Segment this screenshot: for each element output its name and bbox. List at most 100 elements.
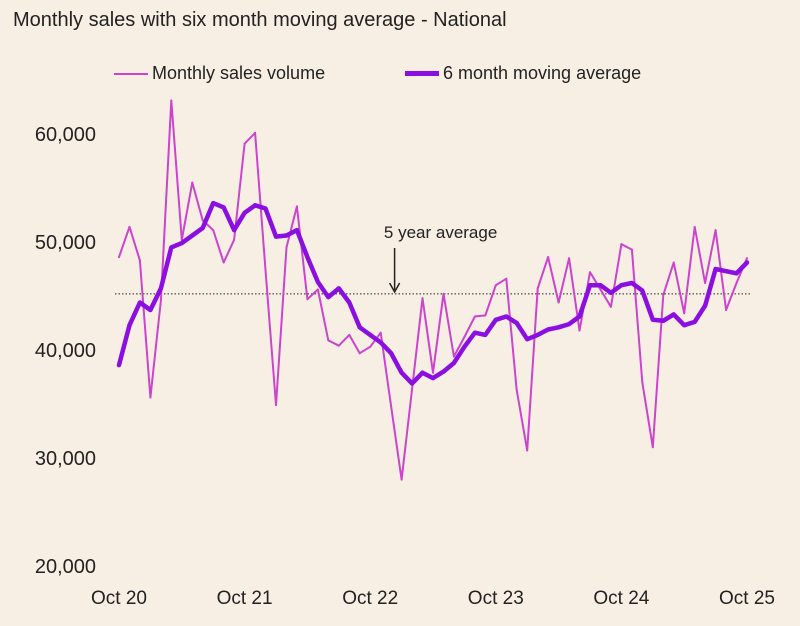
moving-average-point	[650, 317, 655, 322]
monthly-sales-point	[735, 282, 738, 285]
moving-average-point	[734, 271, 739, 276]
moving-average-point	[253, 203, 258, 208]
moving-average-point	[598, 283, 603, 288]
monthly-sales-point	[432, 371, 434, 374]
moving-average-point	[357, 325, 362, 330]
x-tick-label: Oct 21	[217, 588, 273, 609]
monthly-sales-point	[222, 261, 225, 264]
moving-average-point	[431, 376, 435, 381]
x-tick-label: Oct 24	[593, 588, 649, 609]
moving-average-point	[493, 317, 498, 322]
monthly-sales-point	[599, 288, 602, 291]
moving-average-point	[305, 255, 310, 260]
moving-average-point	[556, 325, 561, 330]
legend-item-monthly-sales: Monthly sales volume	[114, 63, 325, 84]
monthly-sales-point	[254, 131, 257, 134]
moving-average-point	[190, 233, 195, 238]
monthly-sales-point	[233, 238, 236, 241]
monthly-sales-point	[118, 256, 120, 259]
monthly-sales-point	[589, 271, 591, 274]
monthly-sales-point	[264, 269, 267, 272]
monthly-sales-point	[630, 248, 633, 251]
moving-average-point	[200, 225, 205, 230]
monthly-sales-point	[442, 292, 445, 295]
monthly-sales-point	[557, 301, 560, 304]
monthly-sales-point	[536, 287, 539, 290]
monthly-sales-point	[651, 446, 654, 449]
monthly-sales-point	[138, 259, 141, 262]
moving-average-point	[535, 332, 540, 337]
moving-average-point	[588, 283, 592, 288]
moving-average-point	[420, 370, 425, 375]
monthly-sales-point	[201, 219, 204, 222]
x-tick-label: Oct 22	[342, 588, 398, 609]
five-year-average-label: 5 year average	[384, 223, 497, 242]
x-tick-label: Oct 20	[91, 588, 147, 609]
legend-item-moving-average: 6 month moving average	[405, 63, 641, 84]
moving-average-point	[682, 323, 687, 328]
moving-average-point	[410, 381, 415, 386]
monthly-sales-point	[421, 297, 424, 300]
moving-average-point	[462, 344, 467, 349]
chart-title: Monthly sales with six month moving aver…	[13, 9, 507, 31]
moving-average-point	[378, 340, 383, 345]
moving-average-point	[451, 360, 456, 365]
monthly-sales-point	[306, 298, 309, 301]
moving-average-point	[640, 288, 645, 293]
moving-average-point	[525, 337, 530, 342]
monthly-sales-point	[714, 229, 717, 232]
monthly-sales-point	[620, 243, 623, 246]
moving-average-point	[137, 300, 142, 305]
monthly-sales-point	[243, 142, 246, 145]
monthly-sales-point	[369, 345, 372, 348]
y-tick-label: 40,000	[35, 340, 96, 362]
moving-average-point	[179, 241, 184, 246]
monthly-sales-point	[704, 282, 707, 285]
moving-average-point	[504, 314, 509, 319]
moving-average-point	[608, 290, 613, 295]
monthly-sales-point	[285, 246, 288, 249]
moving-average-point	[629, 281, 634, 286]
moving-average-point	[242, 210, 247, 215]
monthly-sales-point	[327, 339, 330, 342]
monthly-sales-point	[295, 205, 298, 208]
x-tick-label: Oct 23	[468, 588, 524, 609]
moving-average-point	[514, 321, 519, 325]
moving-average-point	[472, 330, 477, 335]
monthly-sales-point	[348, 333, 351, 336]
monthly-sales-point	[609, 305, 612, 308]
moving-average-point	[692, 319, 697, 324]
moving-average-point	[619, 283, 624, 288]
monthly-sales-point	[149, 396, 152, 399]
moving-average-point	[724, 269, 729, 274]
moving-average-point	[671, 312, 676, 317]
monthly-sales-point	[526, 449, 529, 452]
monthly-sales-point	[494, 284, 497, 287]
monthly-sales-point	[473, 315, 476, 318]
monthly-sales-point	[390, 405, 393, 408]
moving-average-point	[577, 314, 582, 319]
moving-average-point	[232, 228, 237, 233]
legend-label-monthly: Monthly sales volume	[152, 63, 326, 83]
monthly-sales-point	[128, 225, 131, 228]
moving-average-point	[368, 332, 373, 337]
x-tick-label: Oct 25	[719, 588, 775, 609]
moving-average-point	[284, 233, 289, 238]
monthly-sales-point	[337, 344, 340, 347]
monthly-sales-point	[725, 309, 728, 312]
monthly-sales-point	[746, 257, 748, 260]
monthly-sales-point	[463, 336, 466, 339]
y-tick-label: 20,000	[35, 556, 96, 578]
monthly-sales-point	[547, 256, 550, 259]
monthly-sales-point	[358, 352, 361, 355]
legend-swatch-moving-average	[405, 71, 439, 76]
moving-average-point	[127, 323, 132, 328]
moving-average-point	[117, 363, 121, 368]
moving-average-point	[263, 206, 268, 211]
monthly-sales-point	[400, 478, 403, 481]
monthly-sales-point	[275, 404, 277, 407]
moving-average-point	[745, 260, 749, 265]
monthly-sales-point	[452, 355, 455, 358]
monthly-sales-point	[411, 387, 414, 390]
